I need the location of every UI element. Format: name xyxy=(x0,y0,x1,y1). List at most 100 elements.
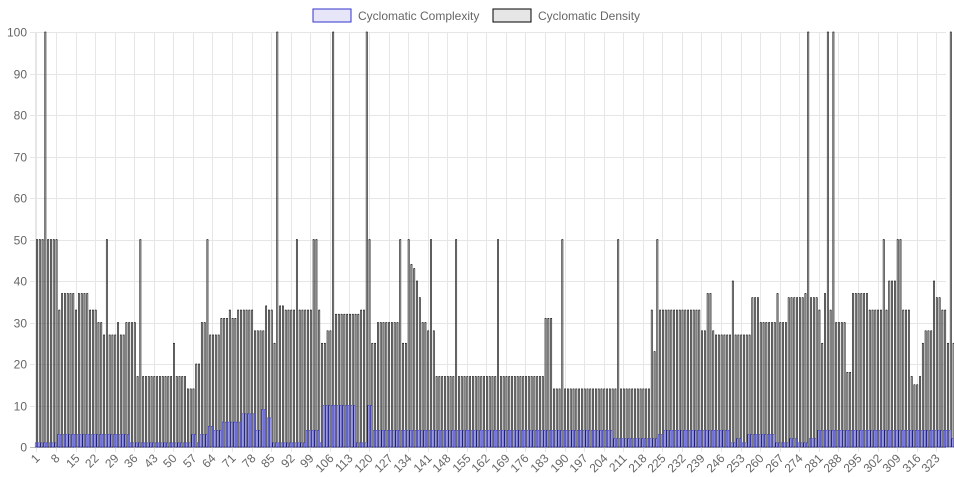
density-bar xyxy=(857,293,860,448)
density-bar xyxy=(178,376,181,448)
complexity-bar xyxy=(272,442,275,448)
density-bar xyxy=(279,305,281,448)
complexity-bar xyxy=(929,430,931,448)
complexity-bar xyxy=(683,430,686,448)
density-bar xyxy=(810,297,812,448)
legend-label-density[interactable]: Cyclomatic Density xyxy=(538,9,640,23)
complexity-bar xyxy=(926,430,929,448)
density-bar xyxy=(295,239,298,448)
complexity-bar xyxy=(677,430,680,448)
density-bar xyxy=(745,334,748,448)
complexity-bar xyxy=(300,442,303,448)
density-bar xyxy=(105,239,108,448)
density-bar xyxy=(242,309,245,448)
density-bar xyxy=(541,376,544,448)
density-bar xyxy=(388,322,390,448)
density-bar xyxy=(854,293,857,448)
density-bar xyxy=(206,239,209,448)
x-tick-label: 1 xyxy=(28,451,43,466)
complexity-bar xyxy=(613,438,616,448)
density-bar xyxy=(650,309,653,448)
density-bar xyxy=(771,322,773,448)
density-bar xyxy=(145,376,147,448)
density-bar xyxy=(357,313,360,448)
complexity-bar xyxy=(518,430,521,448)
complexity-bar xyxy=(864,430,867,448)
complexity-bar xyxy=(171,442,174,448)
density-bar xyxy=(349,313,351,448)
y-tick-label: 10 xyxy=(14,400,28,414)
density-bar xyxy=(575,388,578,448)
density-bar xyxy=(97,322,100,448)
complexity-bar xyxy=(694,430,697,448)
complexity-bar xyxy=(663,430,666,448)
complexity-bar xyxy=(328,405,331,448)
density-bar xyxy=(301,309,304,448)
density-bar xyxy=(363,309,365,448)
density-bar xyxy=(547,318,550,448)
complexity-bar xyxy=(750,434,753,448)
density-bar xyxy=(122,334,125,448)
density-bar xyxy=(251,309,254,448)
legend-swatch-complexity[interactable] xyxy=(312,8,352,23)
x-tick-label: 197 xyxy=(567,451,591,475)
complexity-bar xyxy=(836,430,839,448)
legend-swatch-density[interactable] xyxy=(492,8,532,23)
complexity-bar xyxy=(887,430,890,448)
density-bar xyxy=(491,376,494,448)
legend-label-complexity[interactable]: Cyclomatic Complexity xyxy=(358,9,479,23)
density-bar xyxy=(187,388,189,448)
legend[interactable]: Cyclomatic Complexity Cyclomatic Density xyxy=(312,8,640,23)
x-tick-label: 225 xyxy=(645,451,669,475)
x-tick-label: 246 xyxy=(704,451,728,475)
complexity-bar xyxy=(646,438,649,448)
density-bar xyxy=(424,322,427,448)
complexity-bar xyxy=(540,430,543,448)
density-bar xyxy=(589,388,592,448)
density-bar xyxy=(52,239,55,448)
complexity-bar xyxy=(101,434,104,448)
density-bar xyxy=(606,388,608,448)
complexity-bar xyxy=(400,430,403,448)
density-bar xyxy=(469,376,472,448)
complexity-bar xyxy=(434,430,437,448)
complexity-bar xyxy=(716,430,719,448)
density-bar xyxy=(664,309,667,448)
density-bar xyxy=(712,330,715,448)
complexity-bar xyxy=(261,409,264,448)
density-bar xyxy=(298,309,301,448)
density-bar xyxy=(282,305,284,448)
complexity-bar xyxy=(180,442,183,448)
x-tick-label: 148 xyxy=(430,451,454,475)
complexity-bar xyxy=(465,430,468,448)
density-bar xyxy=(846,371,849,448)
complexity-bar xyxy=(621,438,624,448)
complexity-bar xyxy=(37,442,40,448)
x-tick-label: 176 xyxy=(508,451,532,475)
x-tick-label: 64 xyxy=(199,451,219,471)
complexity-bar xyxy=(110,434,113,448)
complexity-bar xyxy=(367,405,370,448)
complexity-bar xyxy=(370,405,373,448)
density-bar xyxy=(592,388,594,448)
complexity-bar xyxy=(241,413,244,448)
complexity-bar xyxy=(40,442,43,448)
density-bar xyxy=(642,388,645,448)
complexity-bar xyxy=(233,421,236,448)
density-bar xyxy=(268,309,270,448)
complexity-bar xyxy=(479,430,482,448)
complexity-bar xyxy=(537,430,540,448)
complexity-bar xyxy=(65,434,68,448)
density-bar xyxy=(625,388,628,448)
x-tick-label: 22 xyxy=(82,451,102,471)
complexity-bar xyxy=(772,434,775,448)
density-bar xyxy=(617,239,620,448)
density-bar xyxy=(427,330,430,448)
density-bar xyxy=(365,31,368,448)
complexity-bar xyxy=(403,430,406,448)
density-bar xyxy=(293,309,295,448)
complexity-bar xyxy=(585,430,588,448)
density-bar xyxy=(648,388,650,448)
complexity-bar xyxy=(909,430,912,448)
density-bar xyxy=(821,342,824,448)
